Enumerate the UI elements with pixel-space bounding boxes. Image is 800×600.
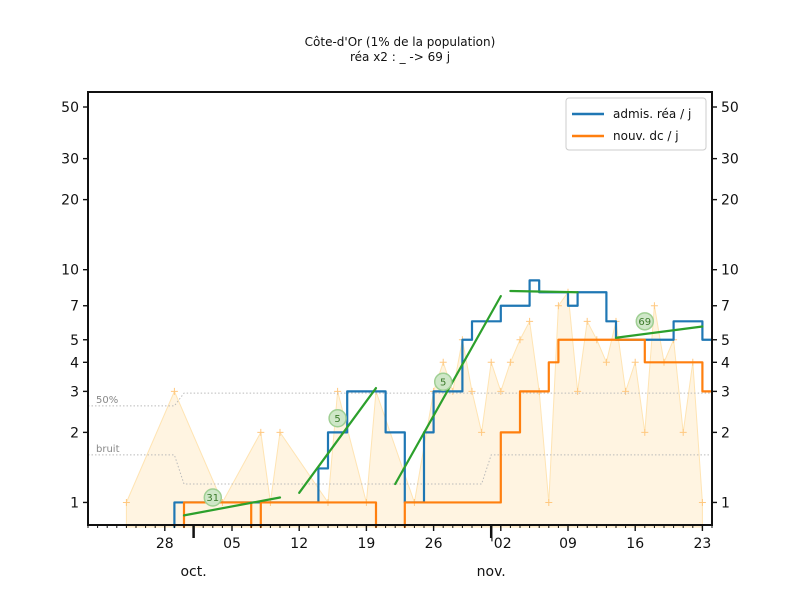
chart-title: Côte-d'Or (1% de la population) bbox=[305, 35, 496, 49]
y-tick-label-right: 3 bbox=[721, 384, 730, 400]
y-tick-label: 4 bbox=[70, 355, 79, 371]
y-tick-label: 20 bbox=[61, 193, 79, 209]
reference-lines-layer: 50% bruit bbox=[88, 392, 712, 485]
y-tick-label-right: 10 bbox=[721, 263, 739, 279]
reference-line bbox=[88, 392, 712, 407]
x-tick-label: 26 bbox=[425, 536, 443, 552]
raw-data-point bbox=[516, 336, 524, 344]
y-axis: 1 1 2 2 3 3 4 4 5 5 7 7 10 10 20 20 30 30 50 50 bbox=[61, 100, 739, 511]
plot-frame bbox=[87, 91, 713, 526]
y-tick-label: 1 bbox=[70, 495, 79, 511]
y-tick-label-right: 5 bbox=[721, 333, 730, 349]
raw-data-point bbox=[439, 358, 447, 366]
fit-segment bbox=[182, 496, 282, 517]
y-tick-label-right: 4 bbox=[721, 355, 730, 371]
fit-segments-layer: 31 5 5 69 bbox=[182, 289, 704, 517]
reference-line-label: bruit bbox=[96, 444, 120, 455]
x-tick-label: '02 bbox=[490, 536, 512, 552]
raw-data-point bbox=[545, 498, 553, 506]
y-tick-label-right: 7 bbox=[721, 299, 730, 315]
y-tick-label-right: 20 bbox=[721, 193, 739, 209]
reference-line-label: 50% bbox=[96, 395, 118, 406]
y-tick-label-right: 2 bbox=[721, 425, 730, 441]
x-tick-label: 28 bbox=[156, 536, 174, 552]
raw-data-point bbox=[583, 317, 591, 325]
raw-data-point bbox=[554, 302, 562, 310]
fit-badge-label: 31 bbox=[206, 493, 219, 504]
raw-data-point bbox=[170, 387, 178, 395]
raw-data-point bbox=[698, 498, 706, 506]
x-tick-label: 12 bbox=[290, 536, 308, 552]
fit-badge bbox=[203, 488, 223, 507]
fit-segment bbox=[394, 295, 502, 486]
y-tick-label: 30 bbox=[61, 152, 79, 168]
raw-data-point bbox=[506, 358, 514, 366]
raw-data-point bbox=[679, 428, 687, 436]
raw-data-point bbox=[122, 498, 130, 506]
fit-segment bbox=[298, 386, 378, 494]
chart-subtitle: réa x2 : _ -> 69 j bbox=[350, 50, 450, 64]
y-tick-label: 50 bbox=[61, 100, 79, 116]
legend-label-rea: admis. réa / j bbox=[613, 107, 691, 121]
y-tick-label-right: 30 bbox=[721, 152, 739, 168]
x-month-label: oct. bbox=[180, 564, 206, 580]
x-tick-label: 19 bbox=[357, 536, 375, 552]
fit-badge-label: 5 bbox=[440, 377, 446, 388]
y-tick-label: 7 bbox=[70, 299, 79, 315]
y-tick-label: 2 bbox=[70, 425, 79, 441]
y-tick-label-right: 50 bbox=[721, 100, 739, 116]
fit-badge-label: 5 bbox=[334, 414, 340, 425]
x-month-label: nov. bbox=[477, 564, 506, 580]
raw-data-point bbox=[602, 358, 610, 366]
raw-data-point bbox=[276, 428, 284, 436]
fit-badge bbox=[433, 372, 453, 392]
y-tick-label: 5 bbox=[70, 333, 79, 349]
raw-data-point bbox=[478, 428, 486, 436]
fit-badge-label: 69 bbox=[638, 317, 651, 328]
y-tick-label: 3 bbox=[70, 384, 79, 400]
legend: admis. réa / j nouv. dc / j bbox=[565, 97, 707, 151]
raw-data-point bbox=[497, 387, 505, 395]
raw-data-point bbox=[574, 387, 582, 395]
raw-data-point bbox=[257, 428, 265, 436]
fit-segment bbox=[614, 325, 704, 339]
fit-badge bbox=[328, 409, 347, 428]
x-tick-label: 16 bbox=[626, 536, 644, 552]
raw-data-point bbox=[334, 387, 342, 395]
legend-label-dc: nouv. dc / j bbox=[613, 129, 679, 143]
x-tick-label: 05 bbox=[223, 536, 241, 552]
x-axis: 28 05 12 19 26 '02 09 16 23 oct. nov. bbox=[87, 525, 713, 580]
x-tick-label: 23 bbox=[693, 536, 711, 552]
x-tick-label: 09 bbox=[559, 536, 577, 552]
fit-segment bbox=[509, 289, 579, 294]
raw-data-point bbox=[641, 428, 649, 436]
y-tick-label-right: 1 bbox=[721, 495, 730, 511]
raw-data-point bbox=[622, 387, 630, 395]
raw-data-point bbox=[650, 302, 658, 310]
fit-badge bbox=[635, 312, 655, 331]
raw-data-point bbox=[487, 358, 495, 366]
y-tick-label: 10 bbox=[61, 263, 79, 279]
raw-data-point bbox=[468, 387, 476, 395]
raw-data-point bbox=[631, 358, 639, 366]
raw-data-point bbox=[526, 317, 534, 325]
